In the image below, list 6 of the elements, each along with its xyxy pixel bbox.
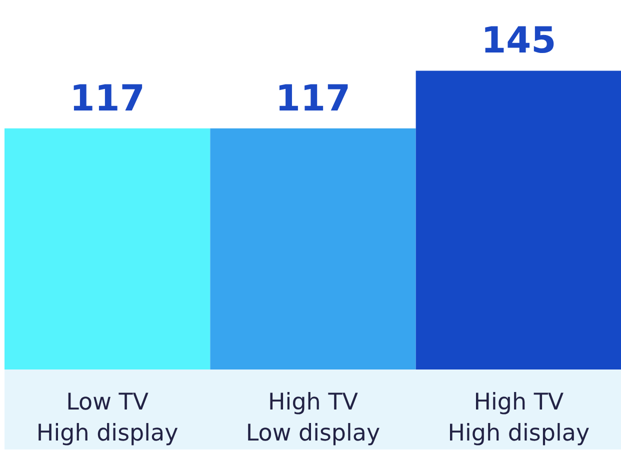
- x-tick-label: Low TV High display: [36, 390, 178, 447]
- data-label: 117: [70, 78, 145, 120]
- data-label: 117: [275, 78, 351, 120]
- x-tick-label: High TV Low display: [246, 390, 380, 447]
- x-tick-label: High TV High display: [448, 390, 590, 447]
- data-label: 145: [481, 20, 556, 62]
